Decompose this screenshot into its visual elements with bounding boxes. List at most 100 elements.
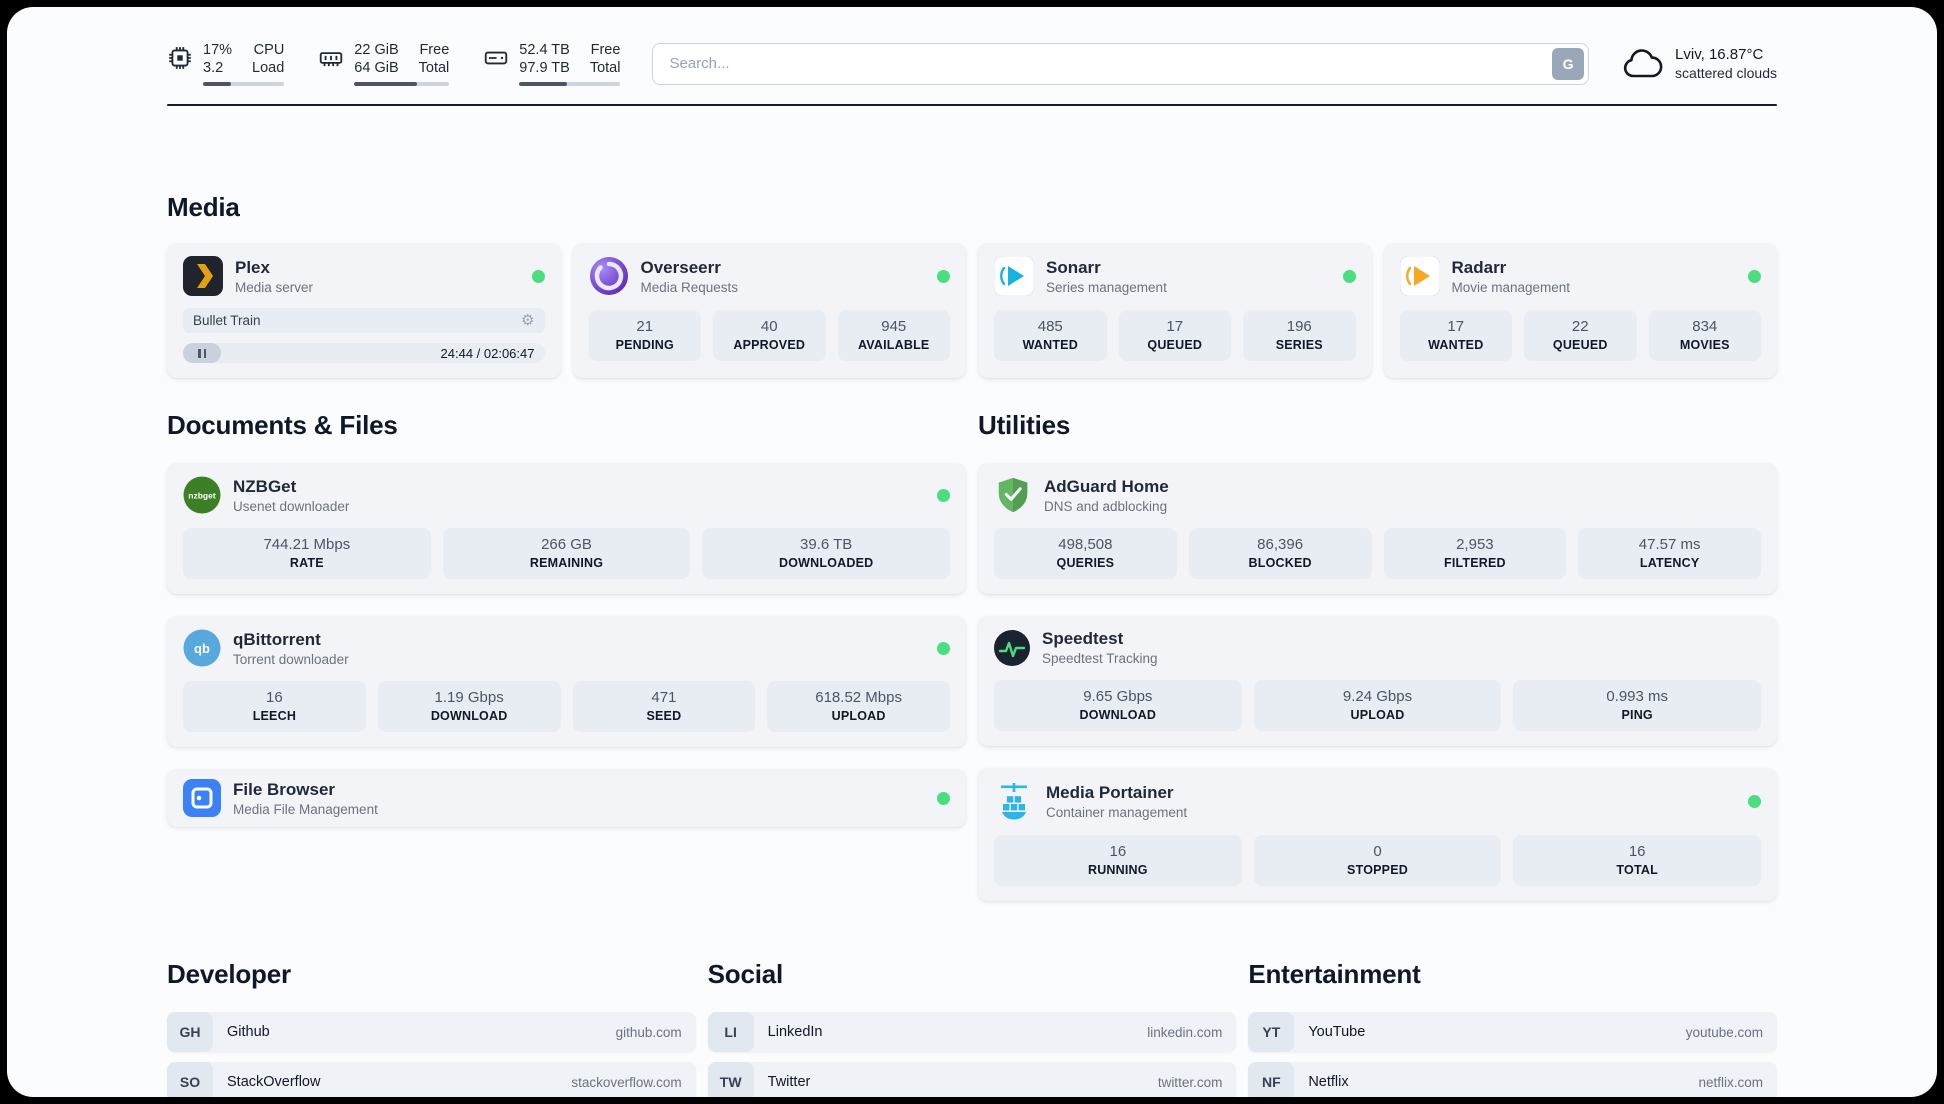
social-column: Social LI LinkedIn linkedin.com TW Twitt… [707,959,1237,1097]
header-divider [167,104,1777,106]
pause-button[interactable] [183,343,221,363]
stat-running: 16 RUNNING [994,835,1242,886]
bookmark-youtube[interactable]: YT YouTube youtube.com [1248,1012,1777,1052]
status-dot [531,269,545,283]
service-subtitle: DNS and adblocking [1044,498,1168,514]
now-playing-row: Bullet Train [183,308,545,333]
ram-icon [318,45,344,86]
stat-latency: 47.57 ms LATENCY [1578,528,1761,579]
adguard-card: AdGuard Home DNS and adblocking 498,508 … [978,463,1777,594]
stat-download: 9.65 Gbps DOWNLOAD [994,680,1242,731]
sonarr-link[interactable]: Sonarr Series management [994,256,1356,296]
bookmark-twitter[interactable]: TW Twitter twitter.com [707,1062,1237,1097]
disk-total: 97.9 TB [519,60,570,76]
stat-leech: 16 LEECH [183,681,366,732]
service-subtitle: Media File Management [233,801,378,817]
bookmark-netflix[interactable]: NF Netflix netflix.com [1248,1062,1777,1097]
stat-total: 16 TOTAL [1513,835,1762,886]
qbittorrent-link[interactable]: qb qBittorrent Torrent downloader [183,629,950,667]
sonarr-card: Sonarr Series management 485 WANTED 17 Q… [978,243,1372,378]
plex-card: Plex Media server Bullet Train 24:44 / 0… [167,243,561,378]
cpu-label-top: CPU [253,42,285,58]
bookmark-domain: twitter.com [1157,1074,1223,1090]
stat-pending: 21 PENDING [588,310,701,361]
section-title-developer: Developer [167,959,291,989]
status-dot [937,269,950,283]
stat-series: 196 SERIES [1243,310,1356,361]
weather-location: Lviv, 16.87°C [1675,46,1764,63]
stat-upload: 618.52 Mbps UPLOAD [767,681,950,732]
stat-downloaded: 39.6 TB DOWNLOADED [702,528,951,579]
nzbget-link[interactable]: nzbget NZBGet Usenet downloader [183,476,950,514]
stat-download: 1.19 Gbps DOWNLOAD [377,681,561,732]
service-name: Sonarr [1046,257,1101,277]
bookmark-domain: linkedin.com [1147,1024,1223,1040]
plex-link[interactable]: Plex Media server [183,256,545,296]
playback-time: 24:44 / 02:06:47 [440,345,535,361]
ram-free: 22 GiB [354,42,399,58]
overseerr-link[interactable]: Overseerr Media Requests [589,256,950,296]
service-name: Radarr [1451,257,1507,277]
bookmark-domain: stackoverflow.com [571,1074,682,1090]
cpu-widget: 17% CPU 3.2 Load [167,41,285,86]
service-name: Plex [235,257,270,277]
stat-remaining: 266 GB REMAINING [442,528,691,579]
status-dot [1748,269,1761,283]
ram-total: 64 GiB [354,60,399,76]
stat-upload: 9.24 Gbps UPLOAD [1253,680,1502,731]
service-subtitle: Container management [1046,804,1188,820]
filebrowser-link[interactable]: File Browser Media File Management [183,779,950,817]
bookmark-abbr: NF [1248,1062,1295,1097]
service-subtitle: Movie management [1451,279,1571,295]
stat-ping: 0.993 ms PING [1513,680,1762,731]
ram-label-top: Free [419,42,450,58]
stat-wanted: 485 WANTED [994,310,1107,361]
stat-stopped: 0 STOPPED [1253,835,1502,886]
service-subtitle: Torrent downloader [233,651,349,667]
adguard-link[interactable]: AdGuard Home DNS and adblocking [994,476,1761,514]
bookmark-abbr: GH [167,1012,213,1052]
portainer-card: Media Portainer Container management 16 … [978,768,1777,901]
disk-widget: 52.4 TB Free 97.9 TB Total [483,41,621,86]
service-subtitle: Series management [1046,279,1167,295]
nzbget-icon: nzbget [183,476,221,514]
stat-rate: 744.21 Mbps RATE [183,528,431,579]
developer-column: Developer GH Github github.com SO StackO… [167,959,696,1097]
section-title-utilities: Utilities [978,410,1071,440]
stat-approved: 40 APPROVED [713,310,826,361]
bookmark-linkedin[interactable]: LI LinkedIn linkedin.com [707,1012,1237,1052]
nzbget-card: nzbget NZBGet Usenet downloader 744.21 M… [167,463,966,594]
disk-label-bottom: Total [589,60,621,76]
status-dot [937,641,950,655]
cpu-percent: 17% [203,42,233,58]
qbittorrent-card: qb qBittorrent Torrent downloader 16 LEE… [167,616,966,747]
bookmark-github[interactable]: GH Github github.com [167,1012,696,1052]
search-input[interactable] [652,42,1590,85]
service-name: Speedtest [1042,629,1124,648]
bookmark-abbr: TW [707,1062,754,1097]
radarr-link[interactable]: Radarr Movie management [1399,256,1761,296]
adguard-icon [994,476,1032,514]
dashboard-page: 17% CPU 3.2 Load 22 GiB [7,7,1937,1097]
bookmark-stackoverflow[interactable]: SO StackOverflow stackoverflow.com [167,1062,696,1097]
speedtest-card: Speedtest Speedtest Tracking 9.65 Gbps D… [978,616,1777,746]
top-bar: 17% CPU 3.2 Load 22 GiB [167,41,1777,86]
disk-free: 52.4 TB [519,42,570,58]
weather-widget: Lviv, 16.87°C scattered clouds [1621,46,1777,81]
ram-bar [354,82,450,86]
bookmark-domain: youtube.com [1685,1024,1763,1040]
stat-filtered: 2,953 FILTERED [1383,528,1567,579]
section-title-media: Media [167,192,240,222]
filebrowser-card: File Browser Media File Management [167,769,966,827]
bookmark-name: StackOverflow [227,1074,321,1090]
sonarr-icon [994,256,1034,296]
ram-label-bottom: Total [418,60,450,76]
gear-icon[interactable] [521,313,534,328]
search-provider-button[interactable]: G [1552,47,1585,80]
bookmark-name: Netflix [1308,1074,1349,1090]
speedtest-link[interactable]: Speedtest Speedtest Tracking [994,629,1761,666]
utilities-column: Utilities AdGuard Home DNS and adblockin… [978,410,1777,901]
portainer-link[interactable]: Media Portainer Container management [994,781,1761,821]
stat-queued: 17 QUEUED [1118,310,1231,361]
stat-available: 945 AVAILABLE [837,310,950,361]
